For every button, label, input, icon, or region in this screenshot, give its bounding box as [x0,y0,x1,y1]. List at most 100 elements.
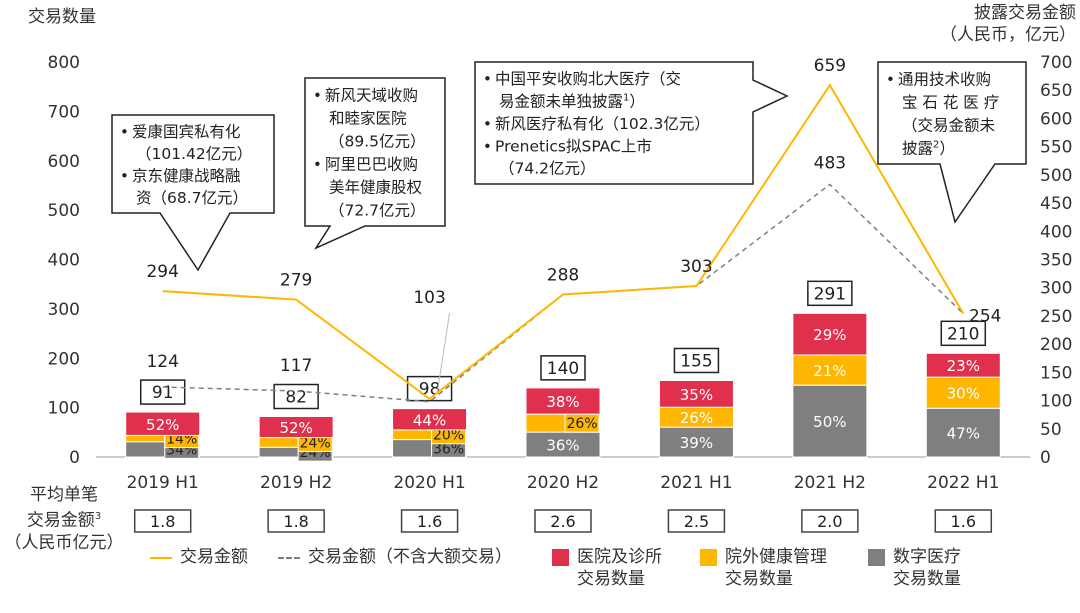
callout-line: 通用技术收购 [898,71,991,89]
callout-line: 披露2） [902,140,955,158]
callout-bullet: • [886,71,895,89]
bar-segment [658,379,734,408]
bar-total-box [273,383,319,410]
avg-deal-size-box [267,509,325,533]
bar-segment-label: 29% [813,326,846,344]
x-tick-label: 2019 H1 [127,473,199,493]
y-left-tick-label: 200 [48,349,80,369]
callout-box [877,61,1027,224]
line-data-label: 103 [413,288,445,308]
avg-deal-size-box [133,509,192,533]
callout-line: 易金额未单独披露1） [499,93,645,111]
legend-swatch-line [150,557,172,559]
avg-deal-size-box [667,509,726,533]
leader-line [437,312,451,391]
bar-segment-label: 26% [680,409,713,427]
left-axis-title: 交易数量 [28,7,96,27]
callout-line: （72.7亿元） [329,202,426,220]
line-data-label: 659 [814,56,846,76]
bar-total-box [540,355,586,381]
bar-segment [525,431,601,458]
y-right-tick-label: 200 [1040,335,1072,355]
right-axis-title: 披露交易金额 （人民币，亿元） [940,2,1076,46]
bar-total-label: 91 [152,383,174,403]
legend-swatch-box [552,549,569,566]
callout-bullet: • [120,167,129,185]
legend-item-deal-value-excl: 交易金额（不含大额交易） [278,546,512,568]
callout-line: 和睦家医院 [329,109,407,128]
y-right-tick-label: 50 [1040,420,1062,440]
bar-segment-label: 52% [279,419,312,437]
y-left-tick-label: 0 [69,448,80,468]
legend-item-hospital: 医院及诊所 交易数量 [552,546,662,590]
callout-line: 新风天域收购 [325,87,418,105]
y-right-tick-label: 400 [1040,222,1072,242]
legend-label: 院外健康管理 交易数量 [725,547,827,589]
bar-segment-label: 36% [433,441,464,457]
line-data-label: 124 [146,352,178,372]
bar-segment [658,426,734,458]
y-right-tick-label: 300 [1040,279,1072,299]
avg-deal-size-value: 2.0 [817,512,842,531]
line-data-label: 294 [146,262,178,282]
callout-bullet: • [483,137,492,155]
callout-line: 中国平安收购北大医疗（交 [495,70,681,88]
avg-deal-size-box [534,509,592,533]
line-data-label: 117 [280,356,312,376]
x-tick-label: 2022 H1 [927,473,999,493]
right-axis-title-line2: （人民币，亿元） [940,25,1076,45]
y-right-tick-label: 150 [1040,363,1072,383]
right-axis-title-line1: 披露交易金额 [974,3,1076,23]
bar-total-label: 210 [947,324,979,344]
bar-total-box [139,379,186,405]
y-right-tick-label: 600 [1040,109,1072,129]
callout-line: （交易金额未 [902,117,995,135]
y-right-tick-label: 500 [1040,166,1072,186]
callout-line: （89.5亿元） [329,133,426,151]
bar-segment-label: 20% [433,428,464,444]
bar-total-label: 82 [285,388,307,408]
avg-deal-size-box [934,509,993,533]
callout-box [474,61,789,185]
line-data-label: 303 [680,257,712,277]
bar-segment-label: 44% [413,411,446,429]
y-right-tick-label: 250 [1040,307,1072,327]
line-data-label: 483 [814,153,846,173]
line-series-deal-value [162,83,965,401]
y-left-tick-label: 500 [48,201,80,221]
x-tick-label: 2019 H2 [260,473,332,493]
legend-item-health-mgmt: 院外健康管理 交易数量 [700,546,827,590]
bar-segment-label: 47% [947,425,980,443]
y-right-tick-label: 650 [1040,81,1072,101]
bar-total-box [673,347,720,374]
bar-segment-label: 21% [813,362,846,380]
line-data-label: 288 [547,265,579,285]
y-right-tick-label: 550 [1040,138,1072,158]
bar-total-box [807,280,853,307]
line-data-label: 254 [969,307,1001,327]
legend-label: 交易金额 [180,547,248,567]
x-tick-label: 2020 H1 [393,473,465,493]
line-series-excl-large [162,183,964,403]
bar-segment [125,411,201,436]
bar-segment-label: 52% [146,416,179,434]
bar-total-box [940,320,987,347]
legend-item-digital: 数字医疗 交易数量 [868,546,961,590]
callout-line: 资（68.7亿元） [136,189,248,207]
callout-line: 宝 石 花 医 疗 [902,94,999,112]
legend-label: 交易金额（不含大额交易） [308,547,512,567]
avg-deal-size-value: 1.8 [283,512,308,531]
line-data-label: 279 [280,271,312,291]
y-right-tick-label: 0 [1040,448,1051,468]
y-right-tick-label: 350 [1040,251,1072,271]
bar-segment [258,416,334,439]
y-left-tick-label: 600 [48,152,80,172]
avg-deal-size-value: 1.6 [951,512,976,531]
avg-deal-size-box [400,509,459,533]
x-tick-label: 2020 H2 [527,473,599,493]
bar-segment-label: 36% [546,437,579,455]
callout-bullet: • [313,156,322,174]
bar-segment [525,387,601,415]
y-left-tick-label: 100 [48,399,80,419]
